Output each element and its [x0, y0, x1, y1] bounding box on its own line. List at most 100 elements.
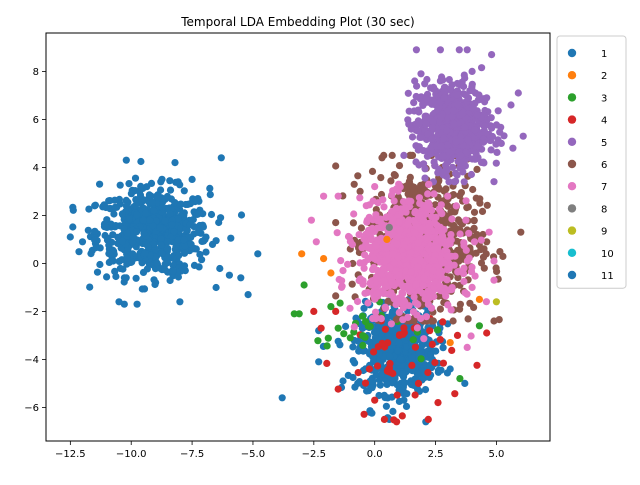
- data-point-series-7: [470, 238, 479, 246]
- data-point-series-11: [399, 370, 407, 378]
- data-point-series-11: [446, 365, 454, 373]
- data-point-series-7: [424, 228, 432, 236]
- data-point-series-1: [131, 174, 140, 182]
- data-point-series-1: [170, 228, 178, 236]
- data-point-series-11: [434, 368, 442, 376]
- data-point-series-4: [393, 418, 401, 426]
- data-point-series-7: [440, 259, 448, 267]
- data-point-series-1: [104, 234, 112, 242]
- data-point-series-11: [396, 355, 404, 363]
- data-point-series-7: [490, 257, 498, 265]
- data-point-series-1: [133, 300, 141, 308]
- data-point-series-4: [448, 346, 456, 354]
- data-point-series-6: [435, 177, 443, 185]
- data-point-series-7: [393, 240, 401, 248]
- data-point-series-7: [463, 290, 471, 298]
- data-point-series-3: [324, 334, 332, 342]
- data-point-series-7: [396, 278, 404, 286]
- data-point-series-1: [96, 260, 104, 269]
- data-point-series-5: [417, 70, 425, 78]
- data-point-series-11: [334, 337, 342, 345]
- legend-label: 1: [601, 49, 607, 60]
- data-point-series-7: [386, 264, 394, 272]
- data-point-series-5: [452, 169, 460, 177]
- data-point-series-7: [430, 219, 438, 227]
- data-point-series-1: [128, 258, 136, 266]
- data-point-series-1: [140, 229, 148, 237]
- data-point-series-5: [437, 142, 445, 150]
- data-point-series-1: [138, 285, 146, 293]
- legend-label: 2: [601, 71, 607, 82]
- data-point-series-1: [111, 196, 119, 204]
- data-point-series-6: [478, 207, 487, 215]
- data-point-series-6: [472, 194, 480, 202]
- data-point-series-1: [186, 200, 195, 208]
- data-point-series-5: [487, 146, 495, 154]
- data-point-series-1: [111, 203, 119, 211]
- data-points: [66, 46, 527, 426]
- data-point-series-7: [402, 267, 410, 275]
- data-point-series-11: [366, 408, 374, 416]
- data-point-series-6: [332, 219, 340, 227]
- data-point-series-1: [181, 242, 189, 250]
- data-point-series-5: [474, 142, 482, 151]
- data-point-series-9: [492, 298, 500, 306]
- data-point-series-5: [494, 107, 502, 115]
- data-point-series-7: [430, 190, 438, 198]
- data-point-series-7: [452, 202, 460, 210]
- data-point-series-5: [479, 138, 487, 146]
- data-point-series-7: [355, 231, 363, 239]
- data-point-series-6: [470, 208, 479, 216]
- data-point-series-1: [153, 259, 161, 267]
- data-point-series-5: [457, 151, 465, 160]
- data-point-series-11: [360, 304, 368, 312]
- data-point-series-11: [368, 384, 376, 392]
- data-point-series-7: [460, 264, 468, 272]
- data-point-series-7: [430, 256, 438, 264]
- data-point-series-5: [488, 51, 496, 59]
- data-point-series-6: [332, 292, 340, 300]
- data-point-series-4: [389, 369, 397, 378]
- legend-marker: [567, 204, 577, 213]
- data-point-series-1: [112, 222, 120, 230]
- data-point-series-1: [91, 202, 99, 210]
- data-point-series-1: [69, 223, 77, 231]
- data-point-series-6: [378, 154, 386, 162]
- data-point-series-6: [449, 317, 457, 325]
- data-point-series-7: [413, 324, 421, 332]
- data-point-series-7: [369, 314, 377, 323]
- data-point-series-7: [401, 204, 409, 212]
- data-point-series-5: [405, 120, 413, 128]
- data-point-series-5: [509, 144, 517, 152]
- data-point-series-4: [378, 339, 386, 347]
- data-point-series-7: [395, 308, 403, 317]
- data-point-series-7: [471, 272, 479, 280]
- data-point-series-4: [393, 391, 401, 399]
- data-point-series-7: [361, 289, 369, 297]
- data-point-series-4: [428, 340, 436, 348]
- data-point-series-11: [386, 352, 394, 361]
- data-point-series-6: [473, 165, 481, 173]
- data-point-series-4: [400, 324, 408, 332]
- data-point-series-6: [479, 230, 487, 239]
- data-point-series-1: [141, 249, 149, 257]
- data-point-series-7: [394, 232, 402, 241]
- data-point-series-7: [364, 299, 372, 307]
- legend-marker: [567, 93, 577, 102]
- data-point-series-5: [473, 111, 481, 119]
- data-point-series-7: [428, 206, 436, 214]
- data-point-series-3: [327, 303, 335, 311]
- data-point-series-6: [483, 238, 491, 246]
- data-point-series-7: [425, 223, 433, 231]
- data-point-series-5: [416, 133, 424, 141]
- data-point-series-7: [392, 185, 400, 193]
- data-point-series-5: [493, 148, 501, 156]
- data-point-series-1: [174, 236, 183, 244]
- data-point-series-1: [127, 190, 135, 198]
- data-point-series-5: [421, 174, 429, 182]
- data-point-series-6: [406, 151, 414, 159]
- data-point-series-6: [403, 182, 411, 190]
- data-point-series-5: [412, 46, 420, 54]
- data-point-series-11: [363, 387, 371, 395]
- data-point-series-1: [110, 210, 118, 218]
